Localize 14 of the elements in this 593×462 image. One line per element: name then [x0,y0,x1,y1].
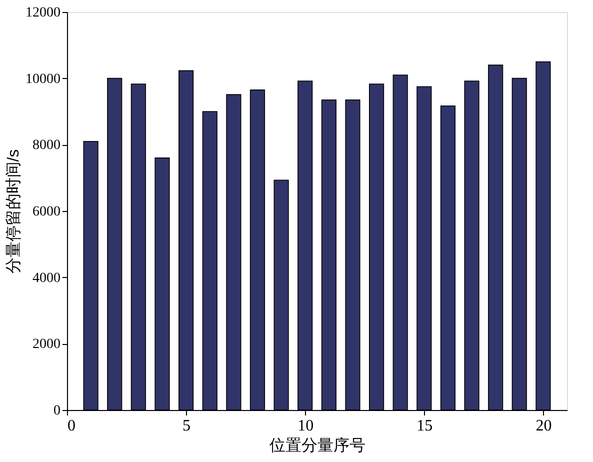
x-tick-label: 0 [68,418,76,434]
x-tick-label: 5 [182,418,191,434]
y-tick-label: 6000 [32,204,60,220]
y-axis-title: 分量停留的时间/s [4,149,22,274]
y-tick-label: 4000 [32,270,60,286]
y-tick-label: 8000 [32,138,60,154]
y-tick-label: 12000 [26,6,60,20]
y-tick-label: 10000 [26,72,60,87]
x-tick-label: 20 [536,418,552,434]
x-tick-label: 15 [416,418,433,434]
x-axis-title: 位置分量序号 [270,436,366,454]
y-tick-label: 2000 [32,337,60,352]
x-tick-label: 10 [298,418,314,434]
y-tick-label: 0 [54,404,60,418]
